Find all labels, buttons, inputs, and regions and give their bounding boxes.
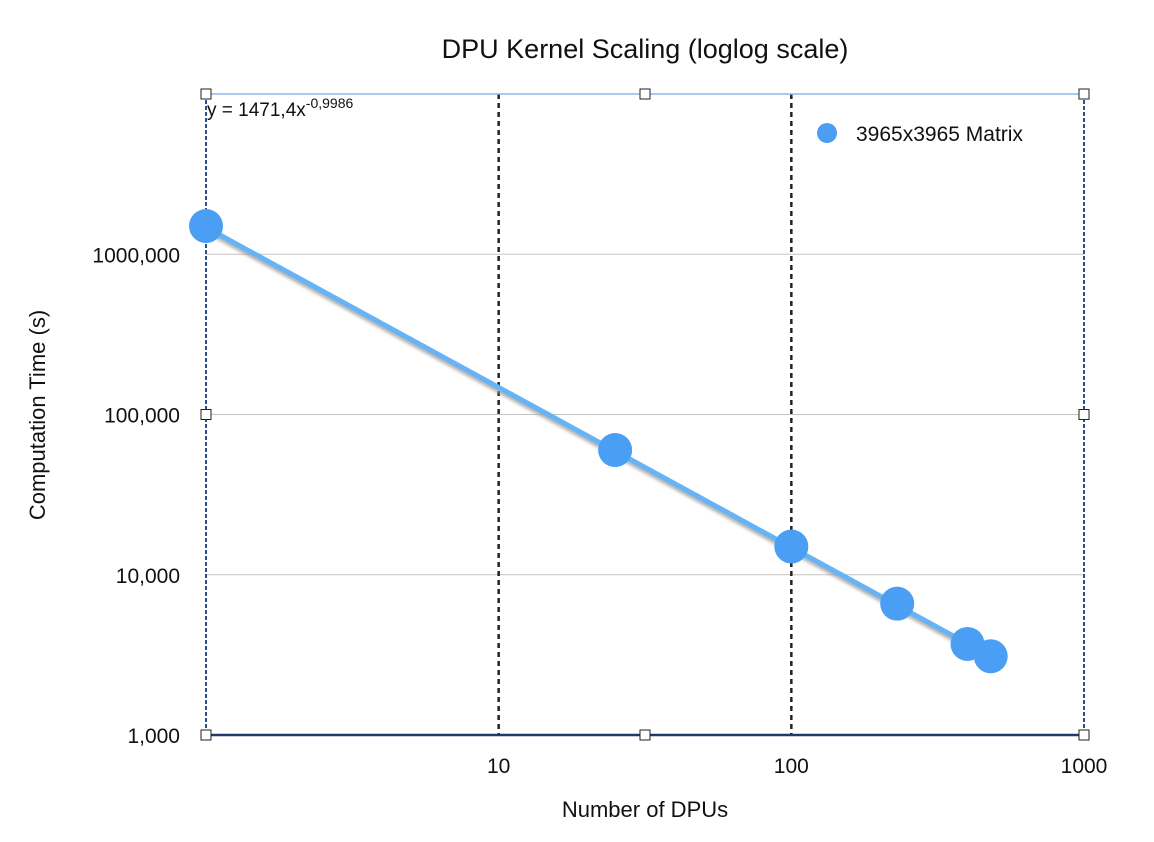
- y-tick-labels: 1,000 10,000 100,000 1000,000: [92, 244, 180, 748]
- trendline-equation-base: y = 1471,4x: [207, 100, 306, 121]
- trendline-line: [203, 224, 994, 659]
- selection-handle: [200, 729, 212, 741]
- data-point: [973, 639, 1008, 674]
- y-gridlines: [206, 253, 1084, 576]
- trendline: [203, 224, 994, 662]
- trendline-shadow: [204, 228, 992, 662]
- trendline-equation: y = 1471,4x-0,9986: [207, 95, 353, 121]
- legend-marker: [817, 123, 837, 143]
- x-tick-labels: 10 100 1000: [487, 755, 1107, 778]
- selection-handle: [1078, 88, 1090, 100]
- y-tick-label: 100,000: [104, 405, 180, 428]
- chart-title: DPU Kernel Scaling (loglog scale): [442, 34, 849, 64]
- selection-handle: [1078, 729, 1090, 741]
- data-points: [189, 209, 1008, 674]
- selection-handle: [1078, 409, 1090, 420]
- data-point: [598, 433, 633, 468]
- y-tick-label: 10,000: [116, 565, 180, 588]
- x-tick-label: 1000: [1061, 755, 1108, 778]
- data-point: [774, 529, 809, 564]
- selection-handle: [639, 88, 651, 100]
- selection-handle: [200, 88, 212, 100]
- x-gridlines: [497, 94, 793, 735]
- selection-handles: [200, 88, 1090, 741]
- selection-handle: [639, 729, 651, 741]
- x-tick-label: 10: [487, 755, 510, 778]
- y-tick-label: 1000,000: [92, 244, 180, 267]
- data-point: [880, 586, 915, 621]
- trendline-equation-exponent: -0,9986: [306, 95, 354, 111]
- x-tick-label: 100: [774, 755, 809, 778]
- legend-label: 3965x3965 Matrix: [856, 123, 1023, 146]
- data-point: [189, 209, 223, 244]
- y-tick-label: 1,000: [127, 725, 180, 748]
- selection-handle: [200, 409, 212, 420]
- y-axis-label: Computation Time (s): [25, 310, 50, 520]
- x-axis-label: Number of DPUs: [562, 797, 728, 822]
- legend: 3965x3965 Matrix: [817, 123, 1023, 146]
